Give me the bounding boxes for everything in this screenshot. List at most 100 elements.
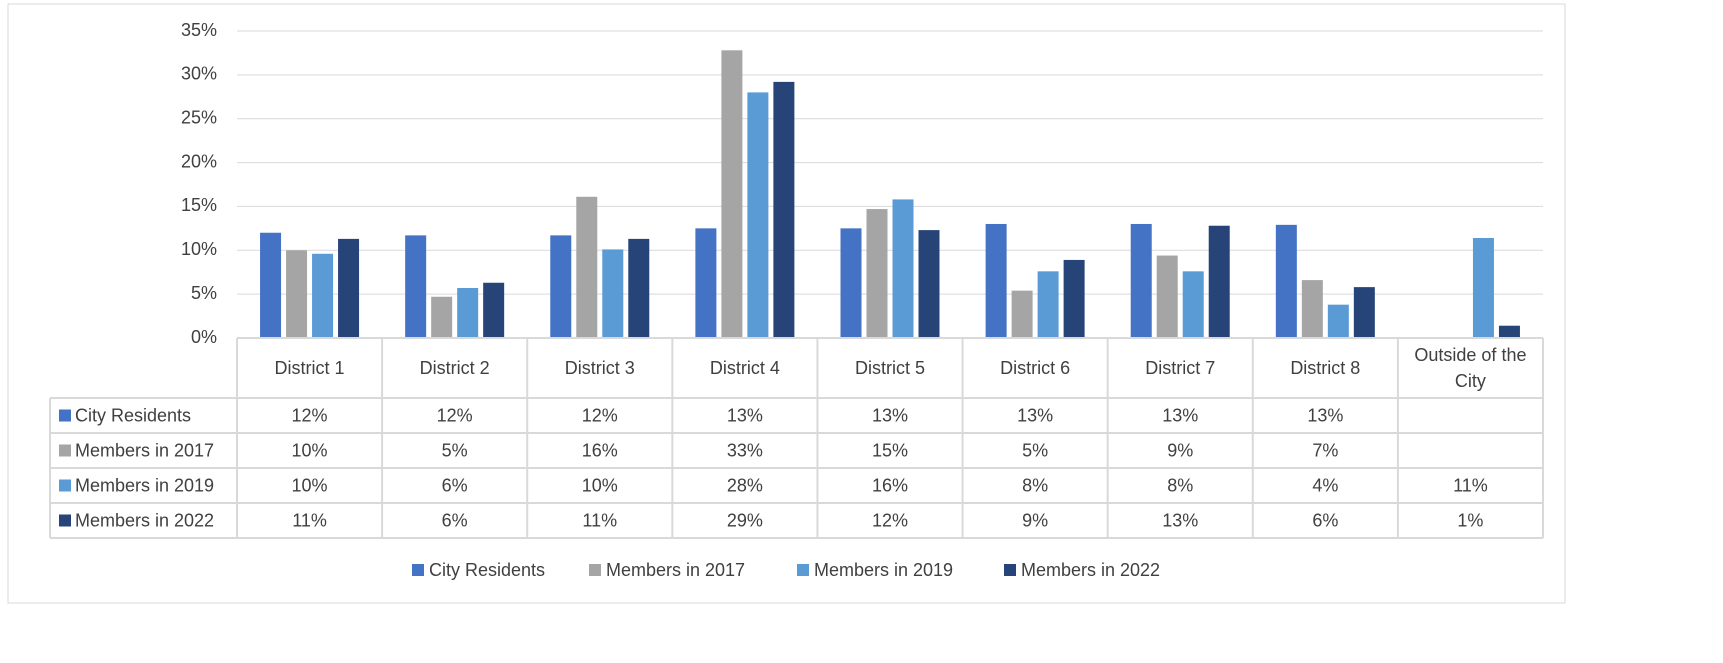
bar (1182, 271, 1204, 338)
bar (721, 50, 743, 338)
x-tick-label: District 6 (1000, 358, 1071, 378)
bar (1156, 255, 1178, 338)
data-label: 5% (1022, 440, 1048, 460)
bar (338, 238, 360, 338)
data-label: 6% (1312, 510, 1338, 530)
bar (286, 250, 308, 338)
x-tick-label: Outside of the City (1414, 345, 1527, 391)
bar (602, 249, 624, 338)
data-label: 16% (872, 475, 908, 495)
data-label: 9% (1167, 440, 1193, 460)
legend-key (797, 564, 809, 576)
data-label: 10% (582, 475, 618, 495)
x-tick-label-box: District 7 (1145, 358, 1216, 378)
data-label: 6% (442, 475, 468, 495)
bar (1353, 287, 1375, 338)
bar (918, 230, 940, 338)
x-tick-label-box: District 3 (564, 358, 635, 378)
data-label: 6% (442, 510, 468, 530)
table-row-label: City Residents (75, 405, 191, 425)
data-label: 5% (442, 440, 468, 460)
data-label: 12% (872, 510, 908, 530)
x-tick-label-box: District 2 (419, 358, 490, 378)
data-label: 12% (582, 405, 618, 425)
y-tick-label: 20% (181, 151, 217, 171)
legend-key (589, 564, 601, 576)
legend-label: Members in 2019 (814, 560, 953, 580)
table-row-label: Members in 2017 (75, 440, 214, 460)
bar (1301, 280, 1323, 338)
data-label: 9% (1022, 510, 1048, 530)
table-legend-key (59, 479, 71, 492)
y-tick-label: 30% (181, 64, 217, 84)
bar (431, 296, 453, 338)
bar (312, 253, 334, 338)
data-label: 13% (1162, 405, 1198, 425)
data-label: 12% (437, 405, 473, 425)
y-tick-label: 5% (191, 283, 217, 303)
x-tick-label: District 3 (564, 358, 635, 378)
table-legend-key (59, 444, 71, 457)
bar (576, 196, 598, 338)
data-label: 1% (1457, 510, 1483, 530)
x-tick-label: District 8 (1290, 358, 1361, 378)
y-tick-label: 0% (191, 327, 217, 347)
data-label: 11% (582, 510, 617, 530)
y-tick-label: 15% (181, 195, 217, 215)
bar (1498, 325, 1520, 338)
bar (550, 235, 572, 338)
data-label: 16% (582, 440, 618, 460)
table-row-label: Members in 2019 (75, 475, 214, 495)
data-label: 33% (727, 440, 763, 460)
bar (1472, 238, 1494, 338)
table-legend-key (59, 409, 71, 422)
bar (483, 282, 505, 338)
x-tick-label-box: District 6 (1000, 358, 1071, 378)
data-label: 10% (292, 475, 328, 495)
x-tick-label: District 1 (274, 358, 345, 378)
data-label: 13% (872, 405, 908, 425)
bar (260, 232, 282, 338)
data-label: 28% (727, 475, 763, 495)
legend-label: City Residents (429, 560, 545, 580)
data-label: 11% (292, 510, 327, 530)
data-label: 8% (1022, 475, 1048, 495)
data-label: 4% (1312, 475, 1338, 495)
data-label: 13% (1162, 510, 1198, 530)
table-row-label: Members in 2022 (75, 510, 214, 530)
data-label: 13% (1017, 405, 1053, 425)
bar (1275, 224, 1297, 338)
data-label: 13% (1307, 405, 1343, 425)
x-tick-label-box: District 4 (710, 358, 780, 378)
bar (405, 235, 427, 338)
bar (747, 92, 769, 339)
x-tick-label-box: Outside of the City (1414, 345, 1527, 391)
x-tick-label: District 2 (419, 358, 490, 378)
bar (892, 199, 914, 338)
data-label: 15% (872, 440, 908, 460)
y-tick-label: 25% (181, 107, 217, 127)
x-tick-label-box: District 1 (274, 358, 345, 378)
bar (985, 223, 1007, 338)
data-label: 29% (727, 510, 763, 530)
legend-label: Members in 2022 (1021, 560, 1160, 580)
bar (695, 228, 717, 338)
bar (457, 288, 479, 338)
x-tick-label-box: District 5 (854, 358, 925, 378)
legend-key (412, 564, 424, 576)
bar (1011, 290, 1033, 338)
bar (840, 228, 862, 338)
bar (1208, 225, 1230, 338)
bar (1037, 271, 1059, 338)
data-label: 10% (292, 440, 328, 460)
legend-key (1004, 564, 1016, 576)
x-tick-label: District 7 (1145, 358, 1216, 378)
bar (866, 209, 888, 338)
data-label: 8% (1167, 475, 1193, 495)
y-tick-label: 35% (181, 20, 217, 40)
y-tick-label: 10% (181, 239, 217, 259)
bar (773, 81, 795, 339)
data-label: 13% (727, 405, 763, 425)
x-tick-label: District 5 (854, 358, 925, 378)
